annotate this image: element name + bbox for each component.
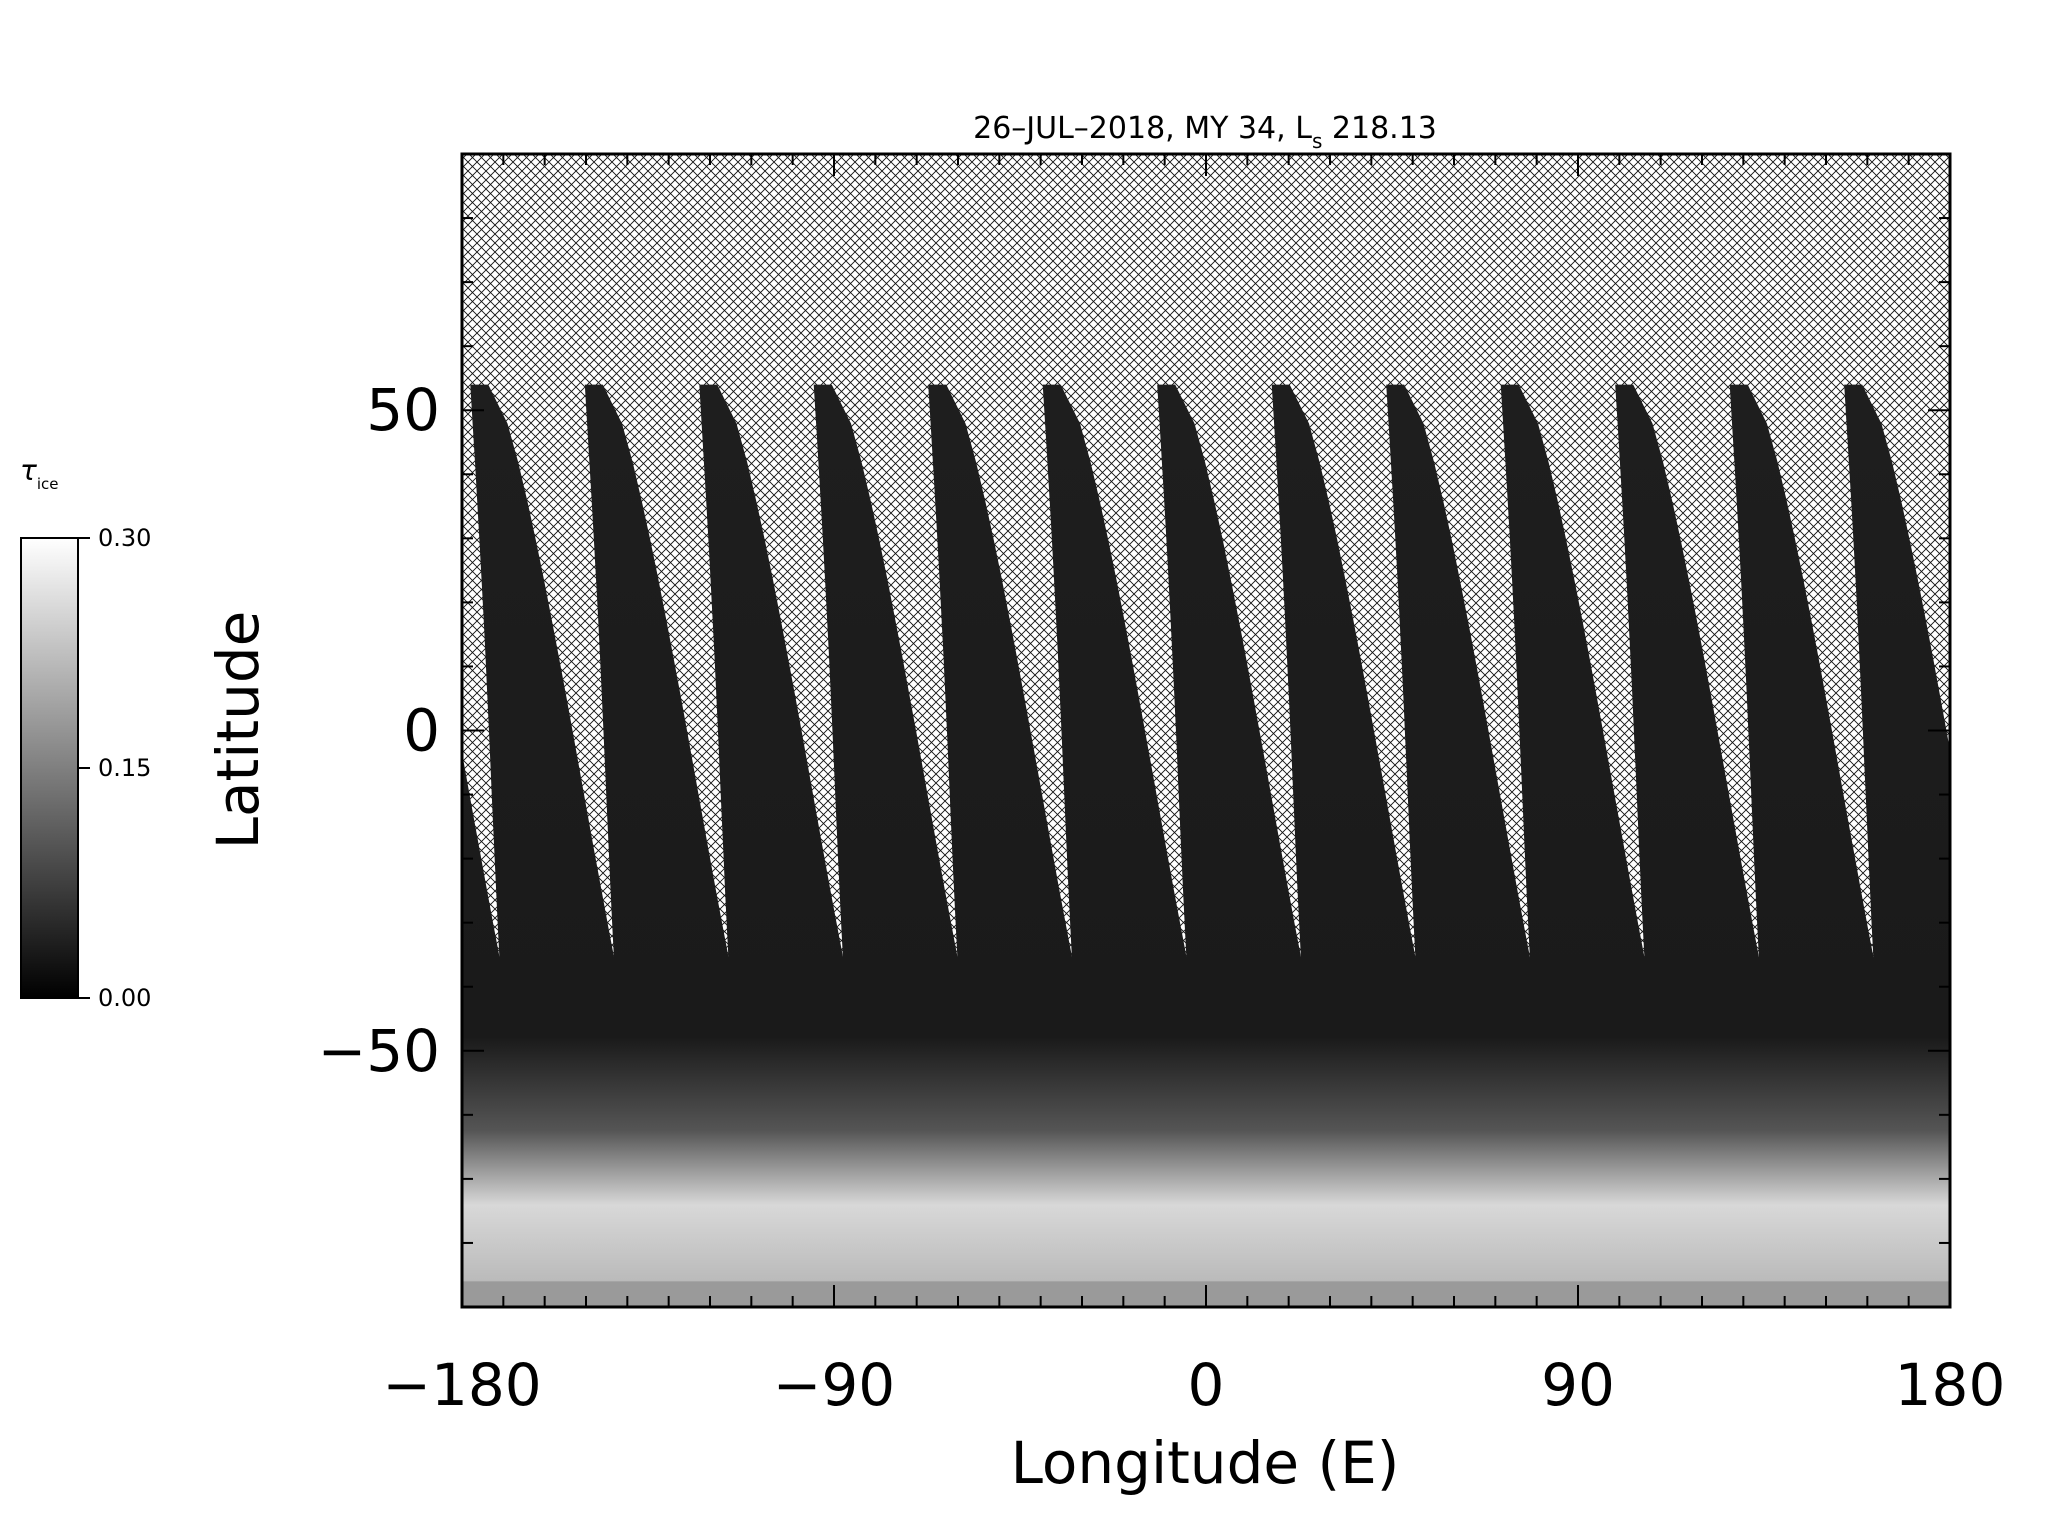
data-swath — [1844, 384, 1950, 1307]
data-swath — [470, 384, 695, 1307]
x-axis-title: Longitude (E) — [1011, 1429, 1400, 1497]
y-tick-label: −50 — [318, 1017, 440, 1085]
colorbar-title: τice — [20, 454, 59, 493]
y-axis-title: Latitude — [204, 611, 272, 850]
axis-ticks — [461, 153, 1951, 1308]
x-tick-labels: −180 −90 0 90 180 — [382, 1351, 2005, 1419]
data-swath — [584, 384, 810, 1307]
x-tick-label: −90 — [773, 1351, 895, 1419]
data-swaths — [462, 384, 1950, 1307]
y-tick-label: 0 — [403, 697, 440, 765]
y-tick-label: 50 — [366, 376, 440, 444]
data-swath — [1386, 384, 1611, 1307]
data-swath — [1042, 384, 1268, 1307]
data-swath — [699, 384, 924, 1307]
data-swath — [1500, 384, 1726, 1307]
x-tick-label: 0 — [1188, 1351, 1225, 1419]
data-swath — [813, 384, 1039, 1307]
colorbar: τice 0.00 0.15 0.30 — [20, 454, 151, 1012]
data-swath — [1157, 384, 1382, 1307]
x-tick-label: 180 — [1895, 1351, 2006, 1419]
colorbar-ticks: 0.00 0.15 0.30 — [78, 524, 151, 1012]
data-swath — [1615, 384, 1840, 1307]
colorbar-gradient — [20, 537, 79, 999]
y-tick-labels: −50 0 50 — [318, 376, 440, 1085]
data-swath — [1271, 384, 1497, 1307]
x-tick-label: 90 — [1541, 1351, 1615, 1419]
x-tick-label: −180 — [382, 1351, 541, 1419]
colorbar-tick-label: 0.00 — [98, 984, 151, 1012]
data-swath — [462, 752, 581, 1307]
chart-title: 26–JUL–2018, MY 34, Ls 218.13 — [973, 111, 1437, 153]
colorbar-tick-label: 0.15 — [98, 754, 151, 782]
plot-area — [460, 152, 1952, 1309]
data-swath — [928, 384, 1153, 1307]
colorbar-tick-label: 0.30 — [98, 524, 151, 552]
